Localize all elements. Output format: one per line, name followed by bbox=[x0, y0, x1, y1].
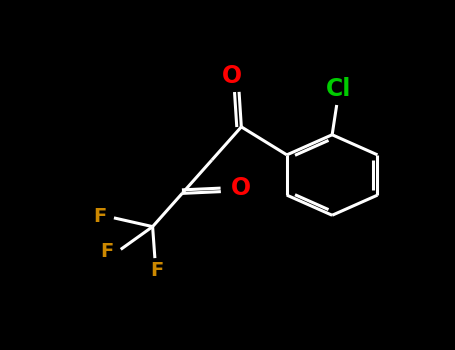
Text: F: F bbox=[94, 206, 107, 226]
Text: Cl: Cl bbox=[326, 77, 352, 101]
Text: O: O bbox=[231, 176, 252, 200]
Text: O: O bbox=[222, 64, 243, 88]
Text: F: F bbox=[101, 241, 114, 261]
Text: F: F bbox=[151, 261, 164, 280]
